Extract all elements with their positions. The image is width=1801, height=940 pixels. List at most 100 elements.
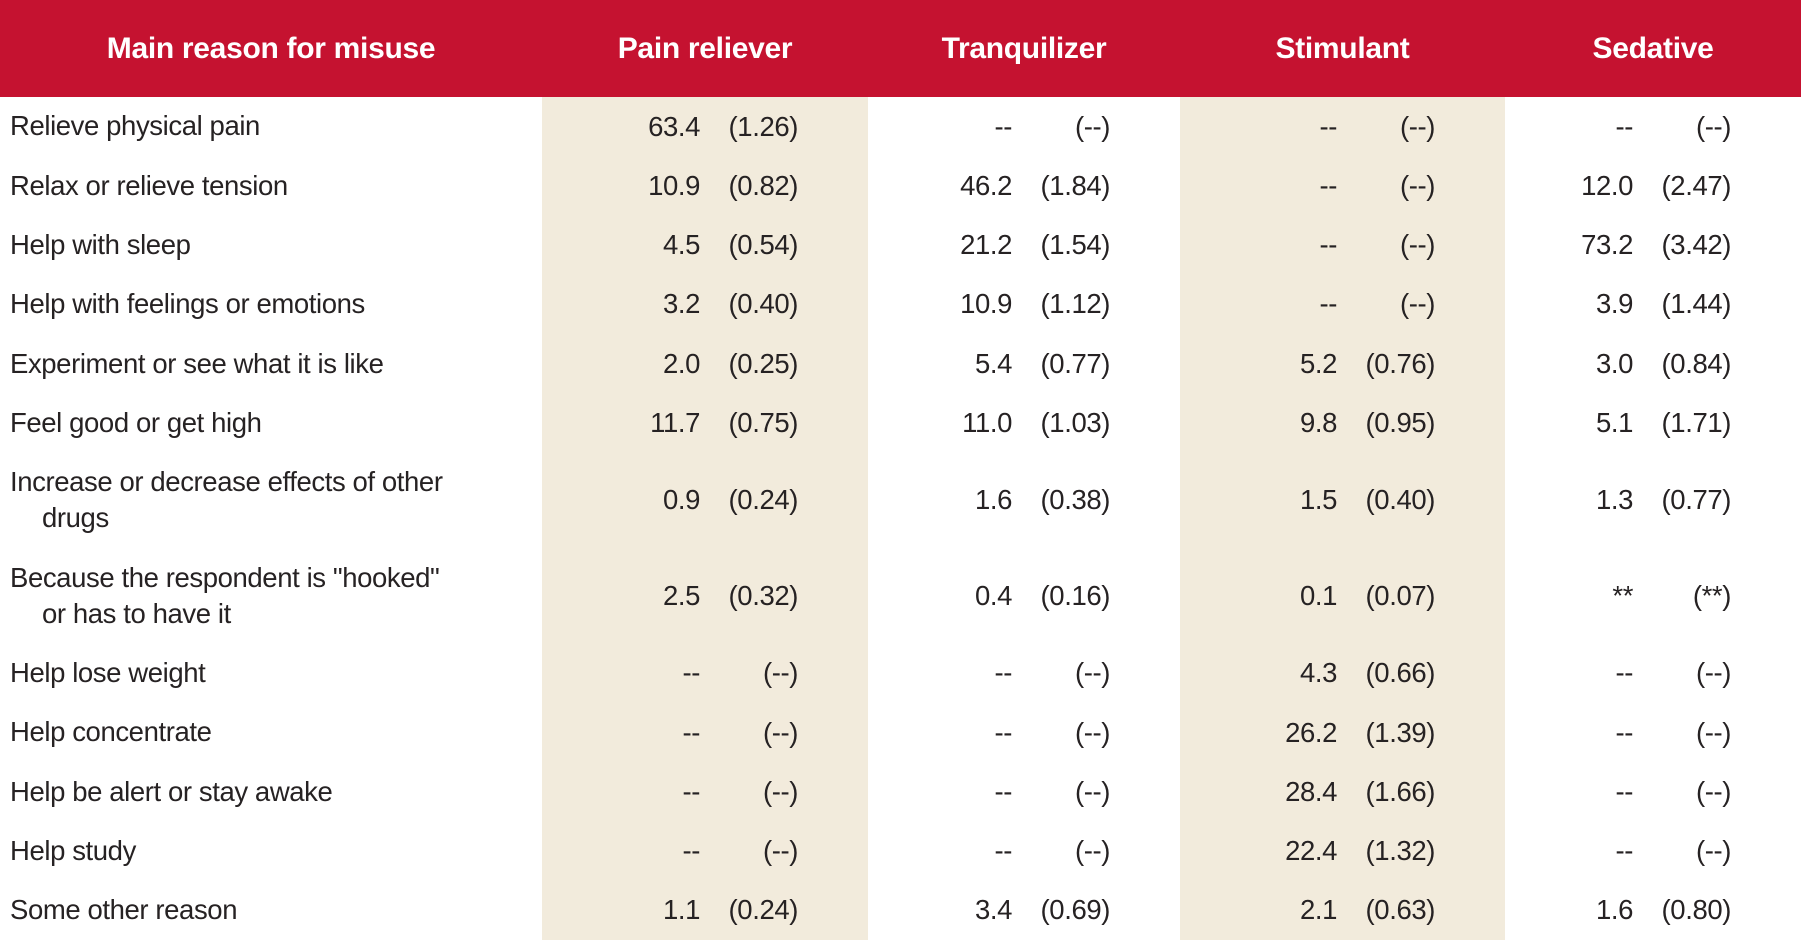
row-label: Increase or decrease effects of other dru…: [10, 464, 443, 537]
estimate-value: 26.2: [1285, 716, 1337, 748]
standard-error-value: (--): [1074, 657, 1110, 689]
data-cell: 73.2 (3.42): [1505, 216, 1801, 275]
data-cell: 1.3 (0.77): [1505, 453, 1801, 549]
standard-error-value: (--): [762, 775, 798, 807]
column-header: Main reason for misuse: [106, 31, 436, 65]
estimate-value: 1.6: [974, 484, 1012, 516]
standard-error-value: (0.16): [1040, 579, 1111, 611]
row-label: Help with sleep: [10, 229, 191, 261]
standard-error-value: (1.39): [1365, 716, 1436, 748]
column-header: Sedative: [1592, 31, 1714, 65]
standard-error-value: (1.03): [1040, 406, 1111, 438]
standard-error-value: (0.77): [1040, 347, 1111, 379]
standard-error-value: (**): [1692, 579, 1732, 611]
standard-error-value: (--): [1695, 835, 1731, 867]
estimate-value: 21.2: [960, 229, 1012, 261]
data-cell: 21.2 (1.54): [868, 216, 1180, 275]
estimate-value: 5.1: [1595, 406, 1633, 438]
standard-error-value: (0.84): [1661, 347, 1732, 379]
data-cell: 1.6 (0.80): [1505, 881, 1801, 940]
data-cell: 63.4 (1.26): [542, 97, 868, 157]
estimate-value: 28.4: [1285, 775, 1337, 807]
data-cell: 11.7 (0.75): [542, 393, 868, 453]
row-label: Experiment or see what it is like: [10, 347, 384, 379]
standard-error-value: (--): [1074, 835, 1110, 867]
estimate-value: --: [994, 835, 1012, 867]
standard-error-value: (--): [1399, 169, 1435, 201]
estimate-value: 11.7: [650, 406, 700, 438]
estimate-value: --: [1319, 288, 1337, 320]
standard-error-value: (--): [762, 835, 798, 867]
data-cell: 5.2 (0.76): [1180, 334, 1505, 394]
data-cell: -- (--): [1180, 97, 1505, 157]
estimate-value: --: [1319, 169, 1337, 201]
estimate-value: 1.6: [1595, 894, 1633, 926]
standard-error-value: (0.80): [1661, 894, 1732, 926]
column-header: Stimulant: [1275, 31, 1410, 65]
data-cell: 0.1 (0.07): [1180, 548, 1505, 644]
standard-error-value: (--): [762, 716, 798, 748]
data-cell: 3.0 (0.84): [1505, 334, 1801, 393]
row-label-cell: Help concentrate: [0, 703, 542, 762]
data-cell: 28.4 (1.66): [1180, 762, 1505, 822]
data-cell: 3.4 (0.69): [868, 881, 1180, 940]
row-label: Help study: [10, 835, 136, 866]
estimate-value: 2.0: [662, 347, 700, 379]
standard-error-value: (0.24): [728, 894, 799, 926]
data-cell: 22.4 (1.32): [1180, 821, 1505, 881]
row-label-line: drugs: [42, 502, 109, 534]
table-row: Help with sleep 4.5 (0.54) 21.2 (1.54) -- (--)…: [0, 215, 1801, 275]
estimate-value: 12.0: [1581, 169, 1633, 201]
table-row: Help study -- (--) -- (--) 22.4 (1.32) -- (--): [0, 821, 1801, 881]
data-cell: -- (--): [1180, 156, 1505, 216]
standard-error-value: (0.54): [728, 229, 799, 261]
data-cell: 26.2 (1.39): [1180, 702, 1505, 763]
estimate-value: 22.4: [1285, 835, 1337, 867]
data-cell: -- (--): [1505, 822, 1801, 881]
data-cell: -- (--): [1180, 215, 1505, 275]
standard-error-value: (0.24): [728, 484, 799, 516]
data-cell: 3.9 (1.44): [1505, 275, 1801, 334]
row-label-cell: Help study: [0, 822, 542, 881]
standard-error-value: (2.47): [1661, 169, 1732, 201]
data-cell: 5.4 (0.77): [868, 334, 1180, 393]
data-cell: -- (--): [868, 97, 1180, 156]
standard-error-value: (1.54): [1040, 229, 1111, 261]
estimate-value: --: [1615, 835, 1633, 867]
data-cell: 4.5 (0.54): [542, 215, 868, 275]
estimate-value: 46.2: [960, 169, 1012, 201]
data-cell: -- (--): [868, 822, 1180, 881]
row-label-cell: Experiment or see what it is like: [0, 334, 542, 393]
estimate-value: --: [682, 775, 700, 807]
data-cell: -- (--): [1180, 274, 1505, 335]
estimate-value: --: [682, 835, 700, 867]
estimate-value: 2.5: [662, 579, 700, 611]
data-cell: 2.5 (0.32): [542, 548, 868, 644]
data-cell: -- (--): [1505, 762, 1801, 821]
data-cell: 1.6 (0.38): [868, 453, 1180, 549]
table-body: Relieve physical pain 63.4 (1.26) -- (--) -- (…: [0, 97, 1801, 940]
row-label-cell: Help with sleep: [0, 216, 542, 275]
row-label-cell: Some other reason: [0, 881, 542, 940]
standard-error-value: (0.63): [1365, 894, 1436, 926]
estimate-value: --: [1319, 110, 1337, 142]
row-label: Help concentrate: [10, 716, 212, 748]
standard-error-value: (1.66): [1365, 775, 1436, 807]
estimate-value: --: [994, 716, 1012, 748]
row-label-line: Increase or decrease effects of other: [10, 466, 443, 498]
table-row: Because the respondent is "hooked" or has…: [0, 548, 1801, 644]
data-cell: 0.4 (0.16): [868, 548, 1180, 644]
table-row: Feel good or get high 11.7 (0.75) 11.0 (1.03…: [0, 393, 1801, 453]
standard-error-value: (0.75): [728, 406, 799, 438]
estimate-value: 1.1: [662, 894, 700, 926]
standard-error-value: (1.84): [1040, 169, 1111, 201]
table-row: Help concentrate -- (--) -- (--) 26.2 (1.39) --…: [0, 702, 1801, 763]
data-cell: 2.0 (0.25): [542, 334, 868, 394]
table-row: Help with feelings or emotions 3.2 (0.40) 1…: [0, 274, 1801, 335]
data-cell: -- (--): [1505, 644, 1801, 703]
data-cell: 2.1 (0.63): [1180, 880, 1505, 940]
data-cell: -- (--): [868, 703, 1180, 762]
standard-error-value: (0.40): [1365, 484, 1436, 516]
standard-error-value: (0.25): [728, 347, 799, 379]
standard-error-value: (0.77): [1661, 484, 1732, 516]
